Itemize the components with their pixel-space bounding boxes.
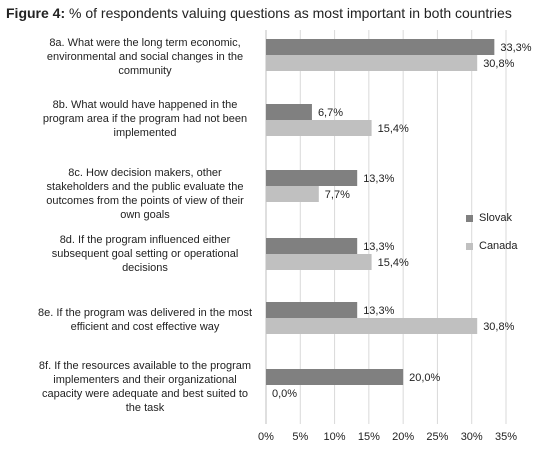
legend-label-slovak: Slovak — [479, 212, 513, 224]
x-tick-label-5: 5% — [292, 431, 308, 443]
bar-canada-1 — [266, 55, 478, 71]
data-label-slovak-6: 20,0% — [409, 372, 440, 384]
bar-slovak-4 — [266, 238, 358, 254]
data-label-slovak-5: 13,3% — [363, 305, 394, 317]
bar-canada-3 — [266, 186, 319, 202]
x-tick-label-0: 0% — [258, 431, 274, 443]
data-label-slovak-1: 33,3% — [500, 42, 531, 54]
x-tick-label-10: 10% — [324, 431, 346, 443]
x-tick-label-15: 15% — [358, 431, 380, 443]
bar-canada-2 — [266, 120, 372, 136]
bar-slovak-3 — [266, 170, 358, 186]
category-label-8a: 8a. What were the long term economic, en… — [46, 37, 244, 77]
bar-canada-5 — [266, 318, 478, 334]
category-label-8d: 8d. If the program influenced either sub… — [51, 234, 239, 274]
data-label-canada-5: 30,8% — [483, 321, 514, 333]
chart-title: Figure 4: % of respondents valuing quest… — [6, 5, 512, 21]
legend-item-slovak: Slovak — [466, 212, 512, 224]
data-label-slovak-2: 6,7% — [318, 107, 343, 119]
category-label-8f: 8f. If the resources available to the pr… — [38, 360, 252, 414]
bar-slovak-6 — [266, 369, 404, 385]
data-label-canada-2: 15,4% — [378, 123, 409, 135]
legend-item-canada: Canada — [466, 240, 518, 252]
data-label-canada-1: 30,8% — [483, 58, 514, 70]
category-label-8e: 8e. If the program was delivered in the … — [38, 307, 252, 333]
bar-slovak-1 — [266, 39, 495, 55]
chart-title-text: % of respondents valuing questions as mo… — [69, 5, 512, 21]
legend-swatch-canada — [466, 242, 473, 250]
chart-title-prefix: Figure 4: — [6, 5, 66, 21]
data-label-canada-6: 0,0% — [272, 388, 297, 400]
data-label-canada-4: 15,4% — [378, 257, 409, 269]
bar-slovak-2 — [266, 104, 312, 120]
legend-label-canada: Canada — [479, 240, 518, 252]
category-label-8b: 8b. What would have happened in the prog… — [42, 99, 248, 139]
legend-swatch-slovak — [466, 214, 473, 222]
data-label-slovak-3: 13,3% — [363, 173, 394, 185]
data-label-canada-3: 7,7% — [325, 189, 350, 201]
bar-canada-4 — [266, 254, 372, 270]
x-tick-label-25: 25% — [426, 431, 448, 443]
x-tick-label-35: 35% — [495, 431, 517, 443]
x-tick-label-20: 20% — [392, 431, 414, 443]
category-label-8c: 8c. How decision makers, other stakehold… — [46, 167, 244, 221]
bar-slovak-5 — [266, 302, 358, 318]
x-tick-label-30: 30% — [461, 431, 483, 443]
data-label-slovak-4: 13,3% — [363, 241, 394, 253]
